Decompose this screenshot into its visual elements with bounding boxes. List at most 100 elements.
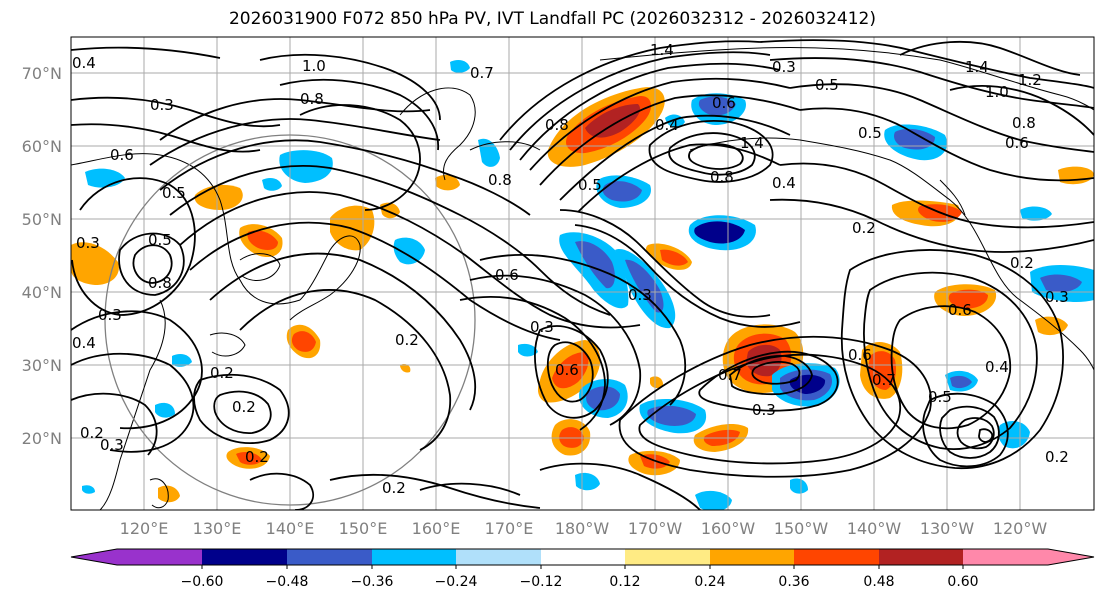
pv-negative-blob — [950, 375, 972, 389]
lon-label: 150°E — [339, 519, 388, 538]
lon-label: 140°W — [847, 519, 902, 538]
contour-label: 0.3 — [628, 286, 652, 304]
colorbar-tick-label: 0.12 — [609, 574, 640, 590]
pv-positive-blob — [71, 242, 119, 285]
latitude-labels: 70°N 60°N 50°N 40°N 30°N 20°N — [22, 64, 62, 448]
contour-label: 0.3 — [98, 306, 122, 324]
contour-label: 0.3 — [150, 96, 174, 114]
contour-label: 0.8 — [488, 171, 512, 189]
contour-label: 0.3 — [752, 401, 776, 419]
pv-negative-blob — [450, 60, 470, 73]
contour-label: 0.5 — [858, 124, 882, 142]
contour-label: 0.2 — [382, 479, 406, 497]
contour-label: 0.2 — [852, 219, 876, 237]
contour-label: 0.5 — [928, 388, 952, 406]
map-title: 2026031900 F072 850 hPa PV, IVT Landfall… — [228, 9, 876, 29]
pv-positive-blob — [948, 289, 988, 309]
colorbar-segment — [202, 549, 287, 565]
contour-label: 0.6 — [555, 361, 579, 379]
colorbar-segment — [879, 549, 963, 565]
pv-positive-blob — [650, 376, 664, 389]
pv-positive-blob — [158, 485, 180, 503]
contour-label: 0.5 — [815, 76, 839, 94]
pv-positive-blob — [236, 452, 262, 465]
contour-label: 0.6 — [712, 94, 736, 112]
contour-label: 0.6 — [1005, 134, 1029, 152]
lon-label: 120°W — [993, 519, 1048, 538]
contour-label: 0.3 — [100, 436, 124, 454]
colorbar-tick-label: −0.60 — [181, 574, 224, 590]
pv-negative-blob — [1020, 206, 1052, 221]
contour-label: 0.7 — [470, 64, 494, 82]
contour-label: 0.3 — [1045, 288, 1069, 306]
colorbar-segment — [710, 549, 794, 565]
lon-label: 160°W — [701, 519, 756, 538]
lat-label-20n: 20°N — [22, 429, 62, 448]
pv-positive-blob — [247, 230, 278, 250]
colorbar-segment — [287, 549, 372, 565]
lat-label-70n: 70°N — [22, 64, 62, 83]
contour-label: 0.2 — [210, 364, 234, 382]
pv-negative-blob — [575, 472, 600, 491]
contour-label: 0.4 — [72, 334, 96, 352]
lon-label: 130°W — [920, 519, 975, 538]
contour-label: 0.5 — [148, 231, 172, 249]
contour-label: 0.7 — [718, 366, 742, 384]
pv-negative-blob — [172, 354, 192, 367]
pv-negative-blob — [790, 478, 808, 494]
contour-label: 1.0 — [985, 83, 1009, 101]
pv-negative-blob — [694, 221, 745, 244]
colorbar-segment — [456, 549, 541, 565]
contour-label: 0.8 — [1012, 114, 1036, 132]
pv-negative-blob — [1040, 274, 1082, 292]
pv-negative-blob — [155, 402, 175, 418]
contour-label: 0.7 — [872, 371, 896, 389]
pv-negative-blob — [518, 343, 538, 357]
colorbar-tick-label: 0.48 — [863, 574, 894, 590]
pv-negative-blob — [894, 128, 935, 150]
colorbar-segment — [541, 549, 625, 565]
pv-positive-blob — [400, 363, 411, 373]
contour-label: 0.2 — [1045, 448, 1069, 466]
contour-label: 1.4 — [740, 134, 764, 152]
contour-label: 0.6 — [948, 301, 972, 319]
lat-label-60n: 60°N — [22, 137, 62, 156]
contour-label: 0.8 — [545, 116, 569, 134]
contour-label: 0.6 — [848, 346, 872, 364]
contour-label: 0.4 — [655, 116, 679, 134]
colorbar-segment — [963, 549, 1048, 565]
contour-label: 0.2 — [232, 398, 256, 416]
contour-label: 0.5 — [578, 176, 602, 194]
map-area: 0.4 1.0 0.7 1.4 0.3 0.5 1.4 1.0 1.2 0.3 … — [71, 37, 1094, 510]
lat-label-50n: 50°N — [22, 210, 62, 229]
pv-negative-blob — [698, 96, 736, 116]
contour-label: 0.8 — [300, 90, 324, 108]
contour-label: 0.2 — [245, 448, 269, 466]
coastlines — [71, 47, 1094, 510]
contour-label: 0.3 — [772, 58, 796, 76]
colorbar-tick-label: 0.36 — [778, 574, 809, 590]
contour-label: 0.8 — [148, 274, 172, 292]
pv-positive-blob — [660, 249, 688, 266]
colorbar-tick-label: 0.60 — [947, 574, 978, 590]
contour-label: 1.0 — [302, 57, 326, 75]
pv-negative-blob — [575, 241, 615, 289]
contour-label: 0.3 — [530, 318, 554, 336]
colorbar-segment — [117, 549, 202, 565]
contour-label: 0.4 — [985, 358, 1009, 376]
pv-positive-blob — [585, 104, 640, 138]
colorbar-tick-label: −0.36 — [351, 574, 394, 590]
contour-label: 0.4 — [72, 54, 96, 72]
contour-label: 0.2 — [395, 331, 419, 349]
landfall-radius-circle — [104, 134, 476, 506]
pv-negative-blob — [82, 485, 95, 494]
lon-label: 180°W — [555, 519, 610, 538]
pv-negative-blob — [393, 237, 425, 265]
lon-label: 170°E — [485, 519, 534, 538]
contour-label: 1.4 — [650, 41, 674, 59]
pv-negative-blob — [695, 490, 732, 510]
longitude-labels: 120°E 130°E 140°E 150°E 160°E 170°E 180°… — [120, 519, 1048, 538]
colorbar-segment — [1048, 549, 1094, 565]
lon-label: 120°E — [120, 519, 169, 538]
lon-label: 170°W — [628, 519, 683, 538]
